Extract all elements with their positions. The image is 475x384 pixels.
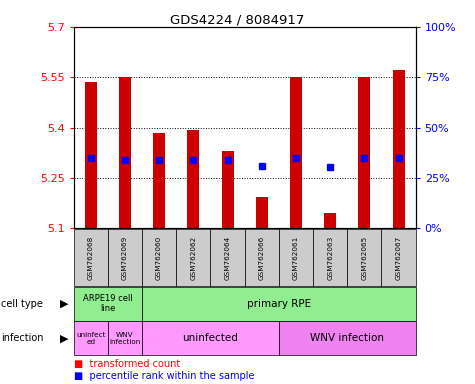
Text: GSM762060: GSM762060 <box>156 235 162 280</box>
Text: GSM762064: GSM762064 <box>225 235 230 280</box>
Text: infection: infection <box>1 333 43 343</box>
Bar <box>221 151 234 228</box>
Text: ARPE19 cell
line: ARPE19 cell line <box>83 294 133 313</box>
Bar <box>187 130 200 228</box>
Bar <box>392 70 405 228</box>
Text: ■  percentile rank within the sample: ■ percentile rank within the sample <box>74 371 254 381</box>
Text: WNV infection: WNV infection <box>310 333 384 343</box>
Bar <box>119 76 131 228</box>
Bar <box>358 76 370 228</box>
Text: GSM762061: GSM762061 <box>293 235 299 280</box>
Text: ▶: ▶ <box>60 333 68 343</box>
Bar <box>153 133 165 228</box>
Text: uninfect
ed: uninfect ed <box>76 332 105 345</box>
Text: uninfected: uninfected <box>182 333 238 343</box>
Text: GDS4224 / 8084917: GDS4224 / 8084917 <box>171 13 304 26</box>
Text: WNV
infection: WNV infection <box>109 332 141 345</box>
Bar <box>324 214 336 228</box>
Text: primary RPE: primary RPE <box>247 299 311 309</box>
Text: GSM762065: GSM762065 <box>361 235 367 280</box>
Text: ■  transformed count: ■ transformed count <box>74 359 180 369</box>
Text: GSM762062: GSM762062 <box>190 235 196 280</box>
Text: GSM762067: GSM762067 <box>396 235 401 280</box>
Text: GSM762068: GSM762068 <box>88 235 94 280</box>
Text: cell type: cell type <box>1 299 43 309</box>
Bar <box>85 82 97 228</box>
Text: GSM762063: GSM762063 <box>327 235 333 280</box>
Bar <box>290 76 302 228</box>
Bar <box>256 197 268 228</box>
Text: ▶: ▶ <box>60 299 68 309</box>
Text: GSM762066: GSM762066 <box>259 235 265 280</box>
Text: GSM762069: GSM762069 <box>122 235 128 280</box>
